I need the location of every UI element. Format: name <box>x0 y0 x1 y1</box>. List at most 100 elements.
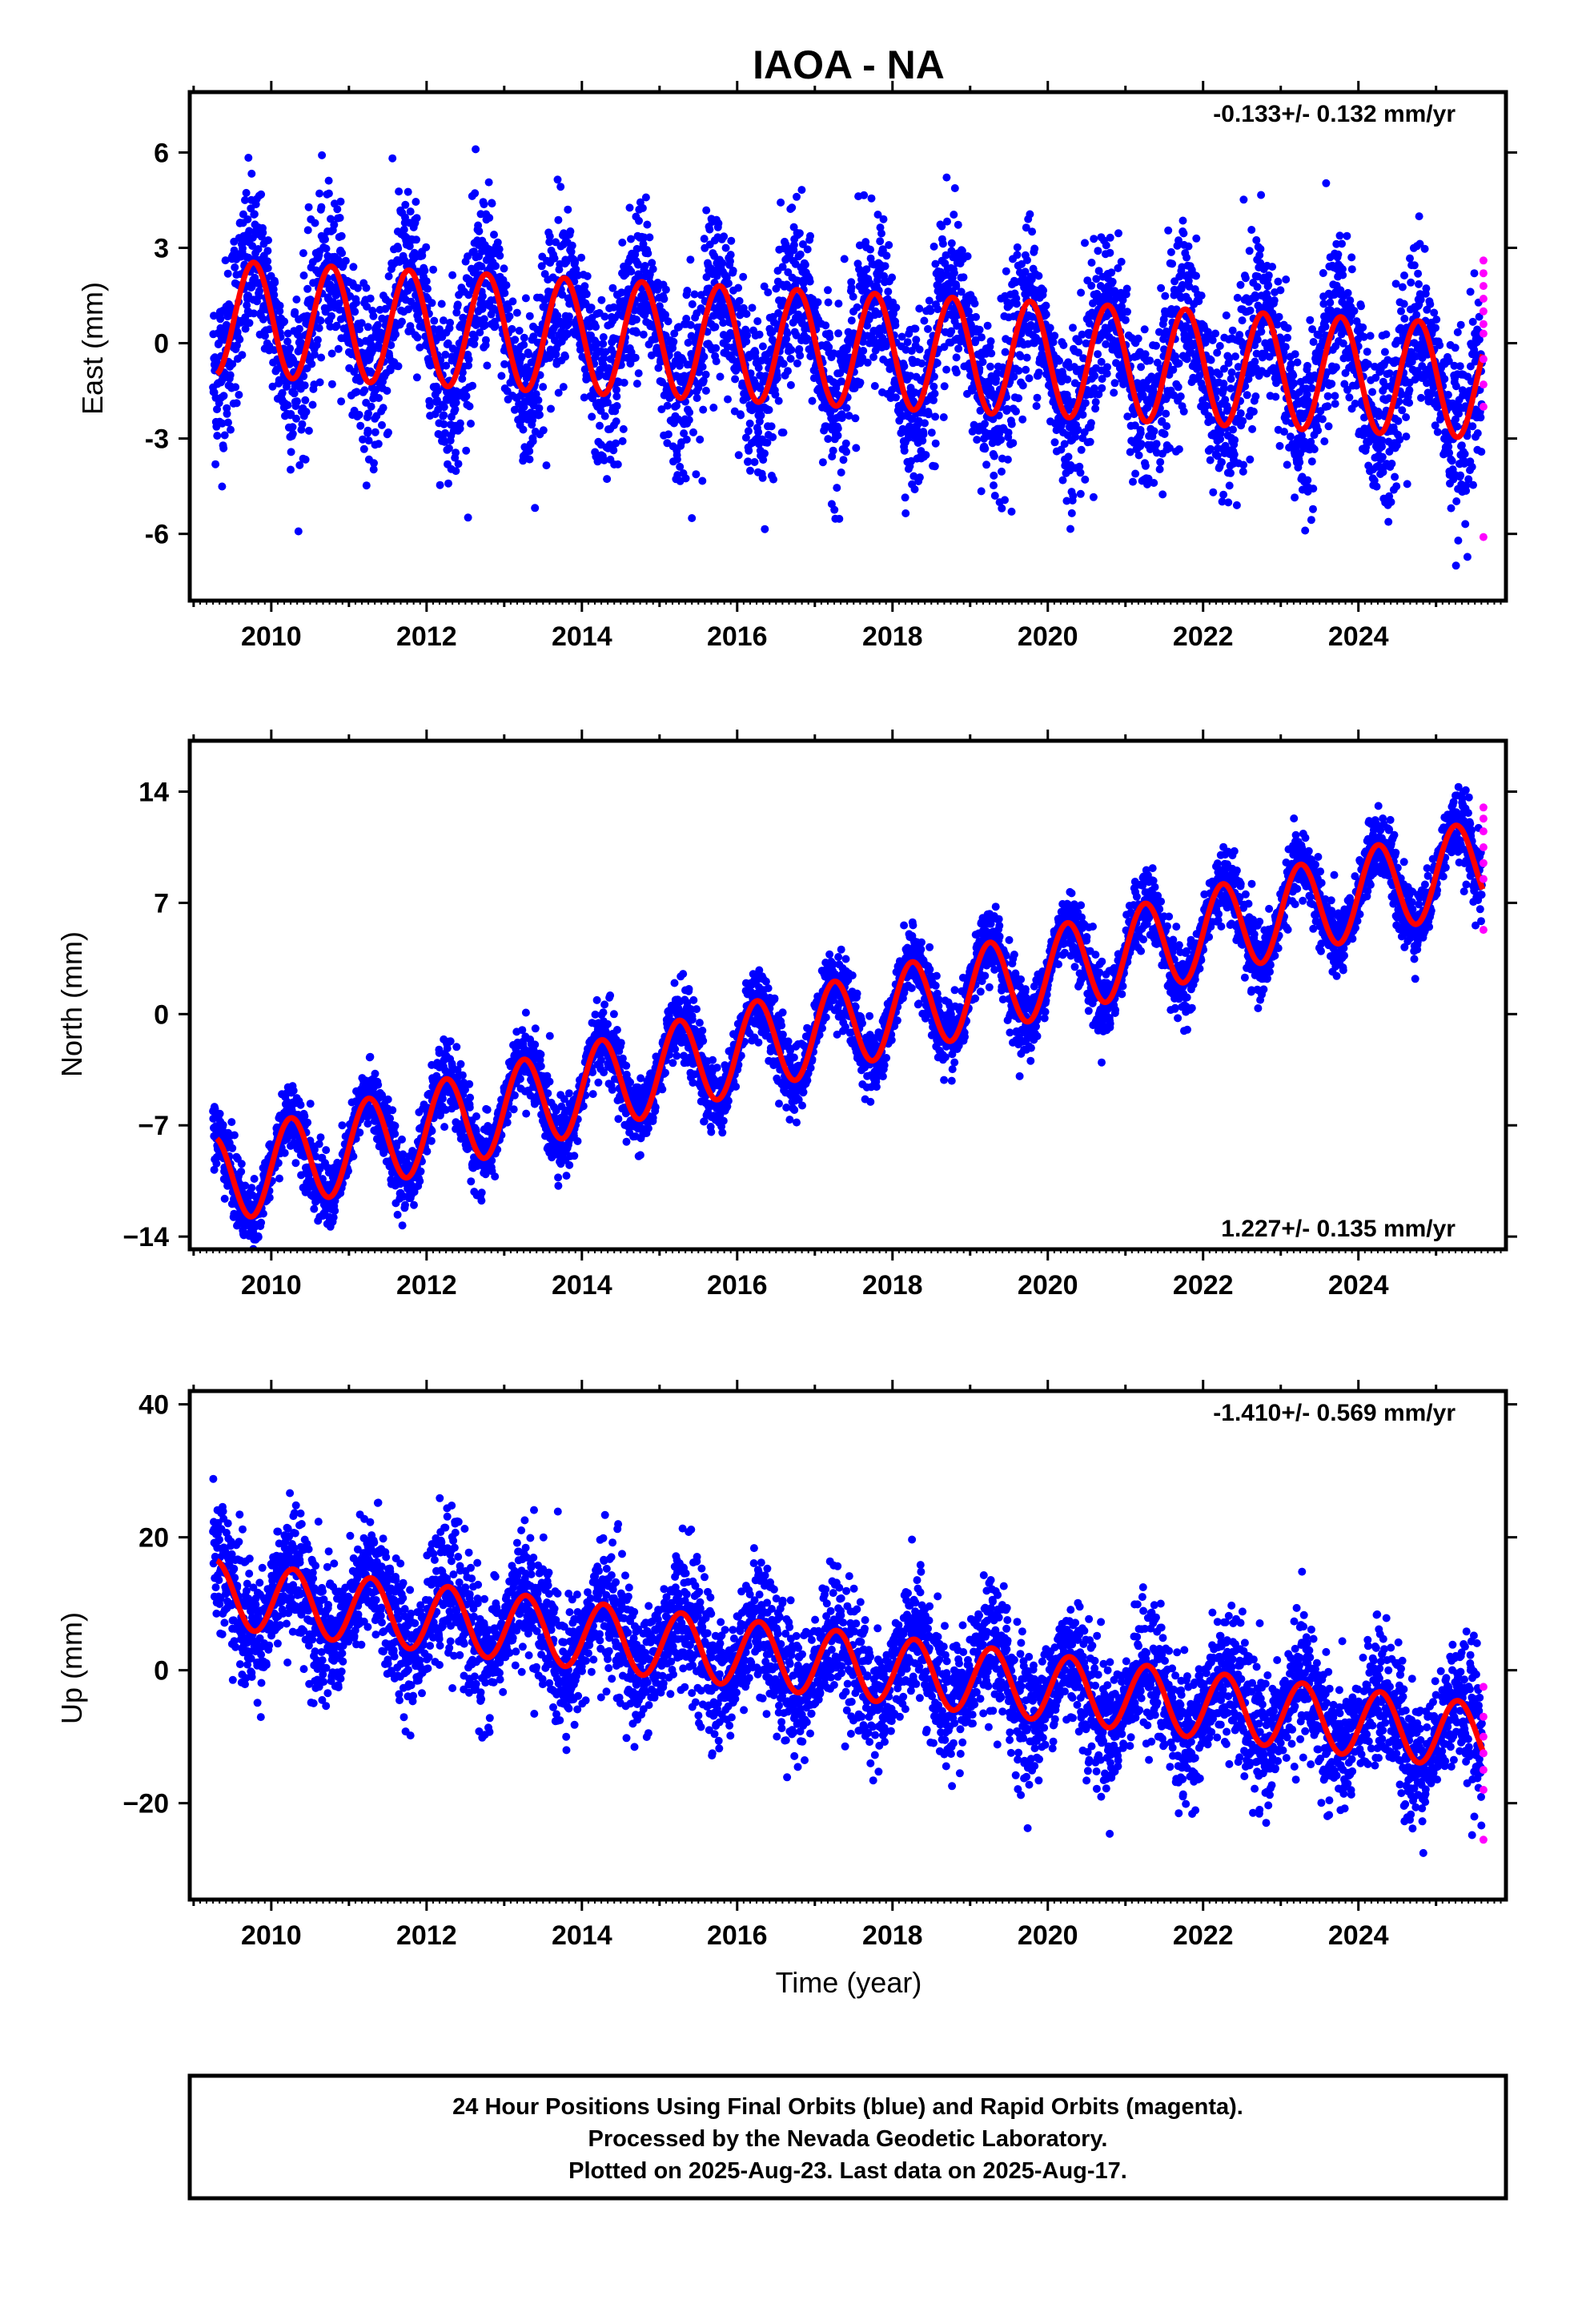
final-point <box>773 374 781 383</box>
final-point <box>818 458 827 467</box>
final-point <box>1282 275 1291 283</box>
final-point <box>735 296 744 305</box>
final-point <box>744 427 753 436</box>
final-point <box>300 381 309 390</box>
final-point <box>1192 271 1200 280</box>
final-point <box>1074 337 1083 346</box>
final-point <box>712 344 721 352</box>
final-point <box>774 396 783 405</box>
final-point <box>796 352 805 360</box>
final-point <box>1291 493 1299 502</box>
final-point <box>745 446 753 455</box>
final-point <box>1087 259 1096 267</box>
final-point <box>870 382 879 390</box>
final-point <box>425 401 434 410</box>
final-point <box>640 262 649 270</box>
final-point <box>1314 426 1323 435</box>
final-point <box>446 319 455 327</box>
final-point <box>1323 392 1332 400</box>
final-point <box>954 220 962 229</box>
final-point <box>465 279 474 288</box>
final-point <box>1063 375 1072 384</box>
final-point <box>512 308 521 317</box>
final-point <box>757 411 765 420</box>
final-point <box>881 262 889 271</box>
figure-title: IAOA - NA <box>753 42 945 87</box>
final-point <box>612 417 620 426</box>
final-point <box>849 292 857 301</box>
final-point <box>508 297 517 306</box>
final-point <box>930 372 938 381</box>
final-point <box>504 304 513 313</box>
final-point <box>580 282 589 291</box>
final-point <box>1351 400 1359 408</box>
final-point <box>470 340 479 348</box>
final-point <box>805 277 814 286</box>
final-point <box>982 460 991 469</box>
final-point <box>395 187 404 196</box>
final-point <box>877 229 885 238</box>
final-point <box>888 273 897 282</box>
final-point <box>1239 195 1248 204</box>
final-point <box>1081 239 1089 247</box>
final-point <box>287 448 295 456</box>
final-point <box>716 372 725 381</box>
final-point <box>867 194 876 203</box>
final-point <box>327 380 336 388</box>
final-point <box>315 189 323 198</box>
final-point <box>436 480 444 489</box>
final-point <box>900 446 909 455</box>
final-point <box>1168 259 1177 268</box>
final-point <box>1152 341 1160 350</box>
final-point <box>631 353 640 362</box>
final-point <box>1368 388 1377 396</box>
final-point <box>283 400 292 409</box>
final-point <box>232 399 241 408</box>
final-point <box>919 430 928 439</box>
final-point <box>891 321 900 330</box>
final-point <box>547 404 555 413</box>
final-point <box>1400 314 1409 323</box>
final-point <box>444 479 452 488</box>
final-point <box>1157 283 1166 292</box>
final-point <box>1077 288 1086 297</box>
final-point <box>1347 253 1356 262</box>
final-point <box>1162 409 1170 418</box>
final-point <box>412 214 421 223</box>
final-point <box>275 301 284 310</box>
final-point <box>1034 368 1043 377</box>
final-point <box>940 382 949 391</box>
final-point <box>1141 461 1150 470</box>
final-point <box>686 255 695 264</box>
final-point <box>711 323 720 332</box>
final-point <box>970 300 979 308</box>
final-point <box>724 395 732 404</box>
final-point <box>412 235 420 244</box>
final-point <box>1067 509 1076 517</box>
final-point <box>259 228 267 237</box>
final-point <box>502 281 511 290</box>
final-point <box>669 337 678 346</box>
final-point <box>366 294 375 303</box>
final-point <box>1091 398 1100 406</box>
final-point <box>639 330 648 339</box>
final-point <box>394 362 403 371</box>
final-point <box>470 334 479 343</box>
final-point <box>1227 368 1236 376</box>
final-point <box>892 393 900 402</box>
final-point <box>515 327 524 335</box>
final-point <box>808 396 817 405</box>
final-point <box>930 382 938 391</box>
final-point <box>830 505 839 514</box>
final-point <box>388 154 397 163</box>
final-point <box>709 404 718 412</box>
final-point <box>414 315 423 324</box>
final-point <box>1058 476 1067 485</box>
final-point <box>1152 440 1161 448</box>
final-point <box>1114 229 1122 238</box>
final-point <box>612 402 621 410</box>
final-point <box>765 405 773 414</box>
final-point <box>795 229 804 238</box>
final-point <box>842 448 851 456</box>
final-point <box>663 401 672 410</box>
